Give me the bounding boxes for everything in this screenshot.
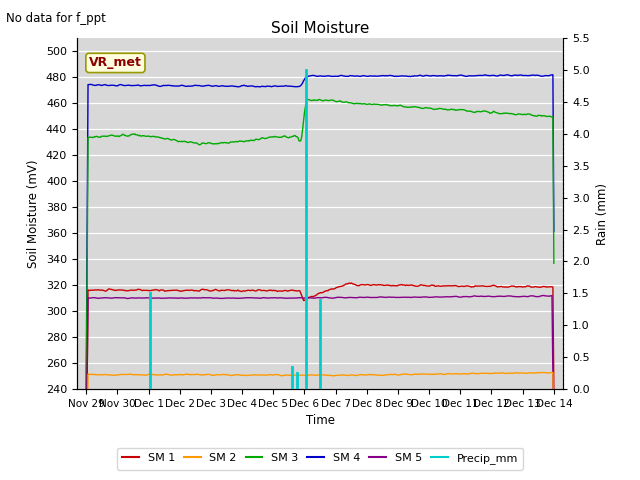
Legend: SM 1, SM 2, SM 3, SM 4, SM 5, Precip_mm: SM 1, SM 2, SM 3, SM 4, SM 5, Precip_mm <box>116 448 524 469</box>
Title: Soil Moisture: Soil Moisture <box>271 21 369 36</box>
Y-axis label: Rain (mm): Rain (mm) <box>596 182 609 245</box>
X-axis label: Time: Time <box>305 414 335 427</box>
Text: VR_met: VR_met <box>89 57 142 70</box>
Y-axis label: Soil Moisture (mV): Soil Moisture (mV) <box>28 159 40 268</box>
Text: No data for f_ppt: No data for f_ppt <box>6 12 106 25</box>
